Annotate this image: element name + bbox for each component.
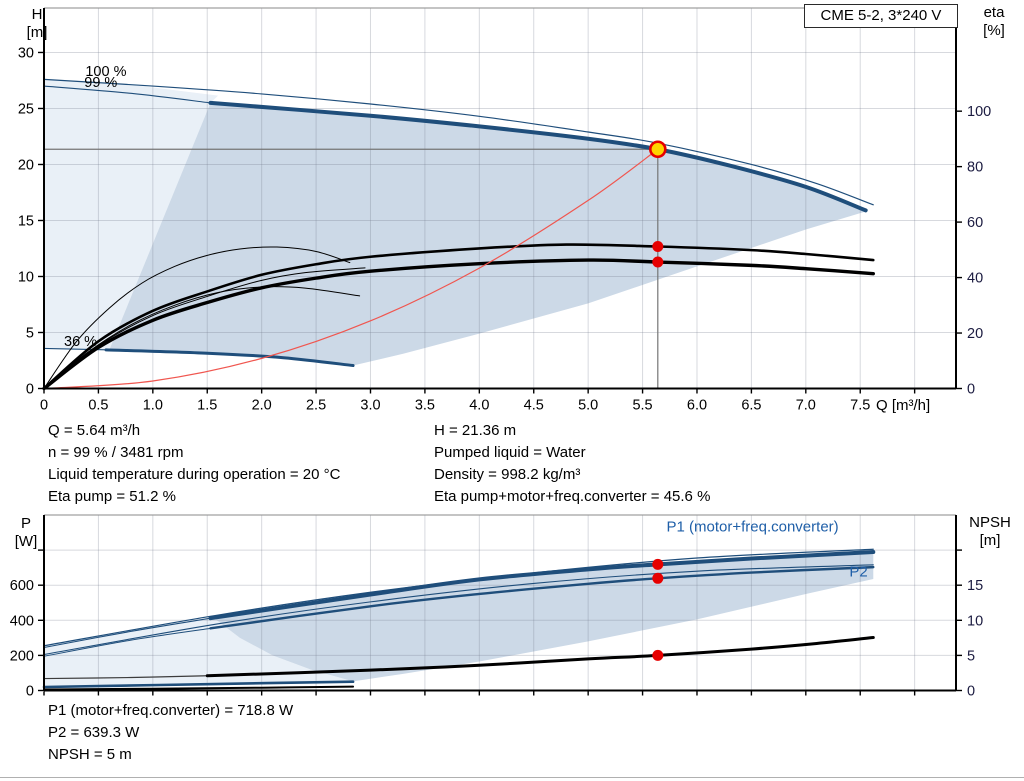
duty-info-left: Q = 5.64 m³/h n = 99 % / 3481 rpm Liquid… xyxy=(48,420,340,508)
p-axis-title: P [W] xyxy=(14,515,38,550)
curve-p2-99pct-lead xyxy=(43,627,212,657)
right-tick-label: 100 xyxy=(967,104,991,120)
curve-p2-99pct xyxy=(209,565,875,630)
right-tick-label: 20 xyxy=(967,326,983,342)
power-envelope-light xyxy=(44,617,354,687)
pump-title-box: CME 5-2, 3*240 V xyxy=(804,4,958,28)
info-line-liquid-temp: Liquid temperature during operation = 20… xyxy=(48,466,341,483)
info-line-pumped-liquid: Pumped liquid = Water xyxy=(434,444,586,461)
x-tick-label: 5.5 xyxy=(632,398,652,414)
left-tick-label: 15 xyxy=(18,213,34,229)
power-envelope-dark xyxy=(212,552,874,682)
x-tick-label: 6.0 xyxy=(687,398,707,414)
curve-npsh-lead xyxy=(43,675,208,680)
envelope-dark xyxy=(106,102,866,366)
curve-eta-total xyxy=(42,258,875,391)
x-tick-label: 0.5 xyxy=(88,398,108,414)
power-chart: 0 200 400 600 0 5 10 15 P1 (motor+freq.converter… xyxy=(10,514,983,700)
left-tick-label: 0 xyxy=(26,382,34,398)
curve-p1-99pct-lead xyxy=(43,617,212,649)
label-speed-36pct: 36 % xyxy=(64,334,97,350)
curve-eta-total-36pct xyxy=(43,286,361,389)
info-line-density: Density = 998.2 kg/m³ xyxy=(434,466,581,483)
right-tick-label: 10 xyxy=(967,613,983,629)
x-tick-label: 7.5 xyxy=(850,398,870,414)
x-tick-label: 2.5 xyxy=(306,398,326,414)
info-line-eta-total: Eta pump+motor+freq.converter = 45.6 % xyxy=(434,488,711,505)
envelope-light xyxy=(44,79,219,350)
bottom-divider xyxy=(0,777,1024,778)
right-tick-label: 0 xyxy=(967,684,975,700)
curve-p2-36pct xyxy=(43,685,355,691)
info-line-eta-pump: Eta pump = 51.2 % xyxy=(48,488,176,505)
curve-h-36pct xyxy=(104,348,355,368)
label-p2-curve: P2 xyxy=(849,563,867,580)
curve-h-99pct-lead xyxy=(43,85,212,104)
curve-p2-100pct xyxy=(43,564,874,656)
eta-pump-point xyxy=(652,241,664,253)
right-tick-label: 60 xyxy=(967,215,983,231)
eta-axis-title: eta [%] xyxy=(983,4,1005,39)
right-tick-label: 80 xyxy=(967,160,983,176)
x-tick-label: 1.5 xyxy=(197,398,217,414)
x-tick-label: 5.0 xyxy=(578,398,598,414)
x-tick-label: 3.0 xyxy=(360,398,380,414)
x-tick-label: 7.0 xyxy=(796,398,816,414)
info-line-speed: n = 99 % / 3481 rpm xyxy=(48,444,184,461)
right-tick-label: 40 xyxy=(967,271,983,287)
left-tick-label: 600 xyxy=(10,578,34,594)
curve-eta-pump-36pct xyxy=(43,246,351,389)
left-tick-label: 10 xyxy=(18,269,34,285)
left-tick-label: 400 xyxy=(10,613,34,629)
curve-eta-pump xyxy=(42,243,875,390)
curve-h-99pct xyxy=(208,100,868,213)
info-line-p2: P2 = 639.3 W xyxy=(48,724,140,741)
duty-crosshair xyxy=(44,148,659,389)
qh-grid xyxy=(44,8,956,389)
qh-chart: 0 0.5 1.0 1.5 2.0 2.5 3.0 3.5 4.0 4.5 5.0 5.5 6.0 6.5… xyxy=(18,7,991,414)
duty-point[interactable] xyxy=(649,140,667,159)
left-tick-label: 200 xyxy=(10,648,34,664)
h-axis-title: H [m] xyxy=(26,6,48,41)
left-tick-label: 0 xyxy=(26,684,34,700)
qh-frame: 0 0.5 1.0 1.5 2.0 2.5 3.0 3.5 4.0 4.5 5.0 5.5 6.0 6.5… xyxy=(18,7,991,414)
x-tick-label: 6.5 xyxy=(741,398,761,414)
x-tick-label: 2.0 xyxy=(252,398,272,414)
right-tick-label: 15 xyxy=(967,578,983,594)
q-axis-unit-label: Q [m³/h] xyxy=(876,397,931,414)
npsh-point xyxy=(652,649,664,661)
x-tick-label: 4.5 xyxy=(524,398,544,414)
label-speed-100pct: 100 % xyxy=(85,64,126,80)
p2-point xyxy=(652,572,664,584)
p1-point xyxy=(652,558,664,570)
right-tick-label: 0 xyxy=(967,382,975,398)
left-tick-label: 20 xyxy=(18,157,34,173)
curve-npsh xyxy=(205,635,875,678)
power-frame: 0 200 400 600 0 5 10 15 xyxy=(10,514,983,700)
curve-p1-99pct xyxy=(208,550,876,621)
info-line-h: H = 21.36 m xyxy=(434,422,517,439)
x-tick-label: 3.5 xyxy=(415,398,435,414)
system-curve xyxy=(43,148,659,390)
power-info: P1 (motor+freq.converter) = 718.8 W P2 =… xyxy=(48,700,293,766)
left-tick-label: 30 xyxy=(18,45,34,61)
info-line-p1: P1 (motor+freq.converter) = 718.8 W xyxy=(48,702,294,719)
info-line-npsh: NPSH = 5 m xyxy=(48,746,132,763)
info-line-q: Q = 5.64 m³/h xyxy=(48,422,141,439)
duty-info-right: H = 21.36 m Pumped liquid = Water Densit… xyxy=(434,420,710,508)
label-p1-curve: P1 (motor+freq.converter) xyxy=(667,519,839,536)
left-tick-label: 5 xyxy=(26,325,34,341)
curve-p1-36pct xyxy=(42,680,355,689)
left-tick-label: 25 xyxy=(18,101,34,117)
npsh-axis-title: NPSH [m] xyxy=(969,514,1011,549)
eta-total-point xyxy=(652,256,664,268)
curve-h-100pct xyxy=(43,78,874,206)
x-tick-label: 0 xyxy=(40,398,48,414)
x-tick-label: 4.0 xyxy=(469,398,489,414)
label-speed-99pct: 99 % xyxy=(84,75,117,91)
x-tick-label: 1.0 xyxy=(143,398,163,414)
right-tick-label: 5 xyxy=(967,648,975,664)
